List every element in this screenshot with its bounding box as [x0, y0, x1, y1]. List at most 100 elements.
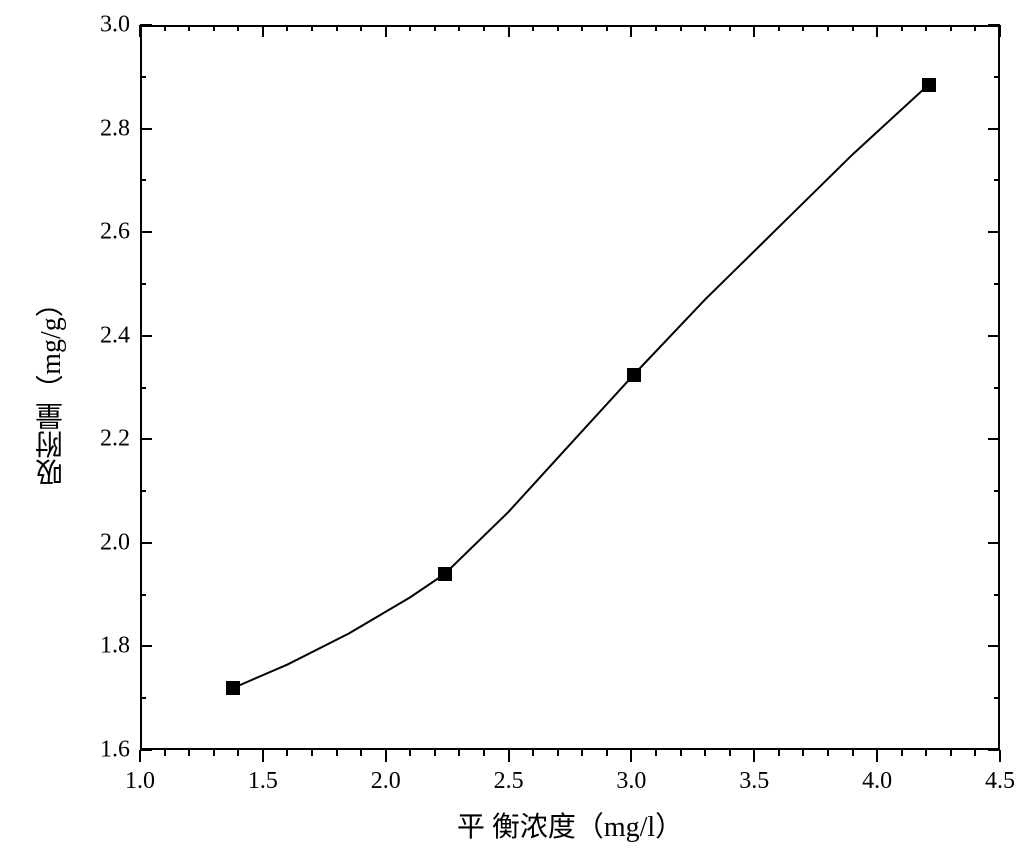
x-tick-major-top — [385, 25, 387, 37]
x-tick-minor-top — [581, 25, 583, 31]
y-tick-label: 1.8 — [85, 633, 130, 660]
x-tick-minor-top — [606, 25, 608, 31]
x-tick-major-top — [753, 25, 755, 37]
x-tick-minor-top — [188, 25, 190, 31]
x-tick-major — [630, 750, 632, 762]
x-tick-minor-top — [950, 25, 952, 31]
y-tick-major — [140, 335, 152, 337]
x-tick-major — [139, 750, 141, 762]
x-tick-major — [385, 750, 387, 762]
y-tick-major-right — [988, 335, 1000, 337]
x-tick-minor — [901, 750, 903, 756]
x-tick-minor — [827, 750, 829, 756]
y-tick-label: 2.6 — [85, 219, 130, 246]
x-tick-minor — [704, 750, 706, 756]
y-tick-major-right — [988, 645, 1000, 647]
x-tick-minor-top — [286, 25, 288, 31]
x-tick-minor-top — [164, 25, 166, 31]
y-tick-major-right — [988, 438, 1000, 440]
data-point-marker — [627, 368, 641, 382]
y-tick-minor — [140, 387, 146, 389]
y-tick-label: 2.4 — [85, 322, 130, 349]
x-tick-minor — [336, 750, 338, 756]
y-tick-major-right — [988, 24, 1000, 26]
y-tick-minor — [140, 697, 146, 699]
y-tick-label: 1.6 — [85, 737, 130, 764]
x-tick-minor-top — [557, 25, 559, 31]
y-axis-title: 吸附量（mg/g） — [32, 289, 72, 487]
x-tick-minor — [852, 750, 854, 756]
y-tick-minor — [140, 76, 146, 78]
x-tick-major-top — [508, 25, 510, 37]
x-tick-minor — [458, 750, 460, 756]
x-tick-minor-top — [901, 25, 903, 31]
y-tick-minor-right — [994, 76, 1000, 78]
data-point-marker — [438, 567, 452, 581]
y-tick-minor-right — [994, 490, 1000, 492]
x-tick-minor — [360, 750, 362, 756]
y-tick-minor — [140, 490, 146, 492]
x-tick-label: 1.0 — [125, 768, 155, 795]
x-tick-minor — [581, 750, 583, 756]
x-tick-minor-top — [852, 25, 854, 31]
x-tick-minor-top — [360, 25, 362, 31]
x-tick-minor — [680, 750, 682, 756]
x-tick-label: 2.0 — [371, 768, 401, 795]
x-tick-minor-top — [213, 25, 215, 31]
chart-container: 1.01.52.02.53.03.54.04.5 1.61.82.02.22.4… — [0, 0, 1028, 854]
x-tick-minor-top — [974, 25, 976, 31]
x-tick-minor — [802, 750, 804, 756]
x-tick-major-top — [999, 25, 1001, 37]
x-tick-minor — [311, 750, 313, 756]
x-tick-minor — [188, 750, 190, 756]
x-tick-label: 2.5 — [494, 768, 524, 795]
x-tick-minor-top — [655, 25, 657, 31]
y-tick-major-right — [988, 231, 1000, 233]
y-tick-label: 3.0 — [85, 12, 130, 39]
x-tick-major-top — [262, 25, 264, 37]
x-tick-minor — [606, 750, 608, 756]
x-tick-minor-top — [311, 25, 313, 31]
x-tick-minor-top — [336, 25, 338, 31]
y-tick-minor — [140, 283, 146, 285]
y-tick-minor-right — [994, 387, 1000, 389]
x-tick-major-top — [876, 25, 878, 37]
x-tick-minor — [483, 750, 485, 756]
x-tick-label: 3.5 — [739, 768, 769, 795]
y-tick-major — [140, 645, 152, 647]
x-tick-minor-top — [925, 25, 927, 31]
x-tick-minor-top — [827, 25, 829, 31]
y-tick-label: 2.2 — [85, 426, 130, 453]
x-tick-major-top — [630, 25, 632, 37]
x-tick-minor-top — [704, 25, 706, 31]
x-tick-major — [262, 750, 264, 762]
y-tick-major-right — [988, 128, 1000, 130]
x-tick-minor-top — [532, 25, 534, 31]
x-tick-minor-top — [802, 25, 804, 31]
x-tick-major — [508, 750, 510, 762]
x-tick-label: 4.0 — [862, 768, 892, 795]
x-tick-major — [876, 750, 878, 762]
x-tick-minor — [729, 750, 731, 756]
x-tick-minor — [974, 750, 976, 756]
x-tick-minor — [557, 750, 559, 756]
x-tick-major — [999, 750, 1001, 762]
y-tick-major — [140, 438, 152, 440]
y-tick-major — [140, 231, 152, 233]
y-tick-major — [140, 128, 152, 130]
x-tick-minor-top — [434, 25, 436, 31]
x-tick-minor — [237, 750, 239, 756]
y-tick-major — [140, 24, 152, 26]
x-tick-minor — [213, 750, 215, 756]
x-tick-minor-top — [729, 25, 731, 31]
y-tick-major — [140, 749, 152, 751]
x-tick-minor-top — [483, 25, 485, 31]
x-tick-label: 3.0 — [616, 768, 646, 795]
x-tick-minor — [434, 750, 436, 756]
x-tick-minor — [655, 750, 657, 756]
x-tick-minor — [164, 750, 166, 756]
x-tick-minor-top — [458, 25, 460, 31]
x-tick-minor-top — [409, 25, 411, 31]
x-tick-label: 1.5 — [248, 768, 278, 795]
plot-area — [140, 25, 1000, 750]
